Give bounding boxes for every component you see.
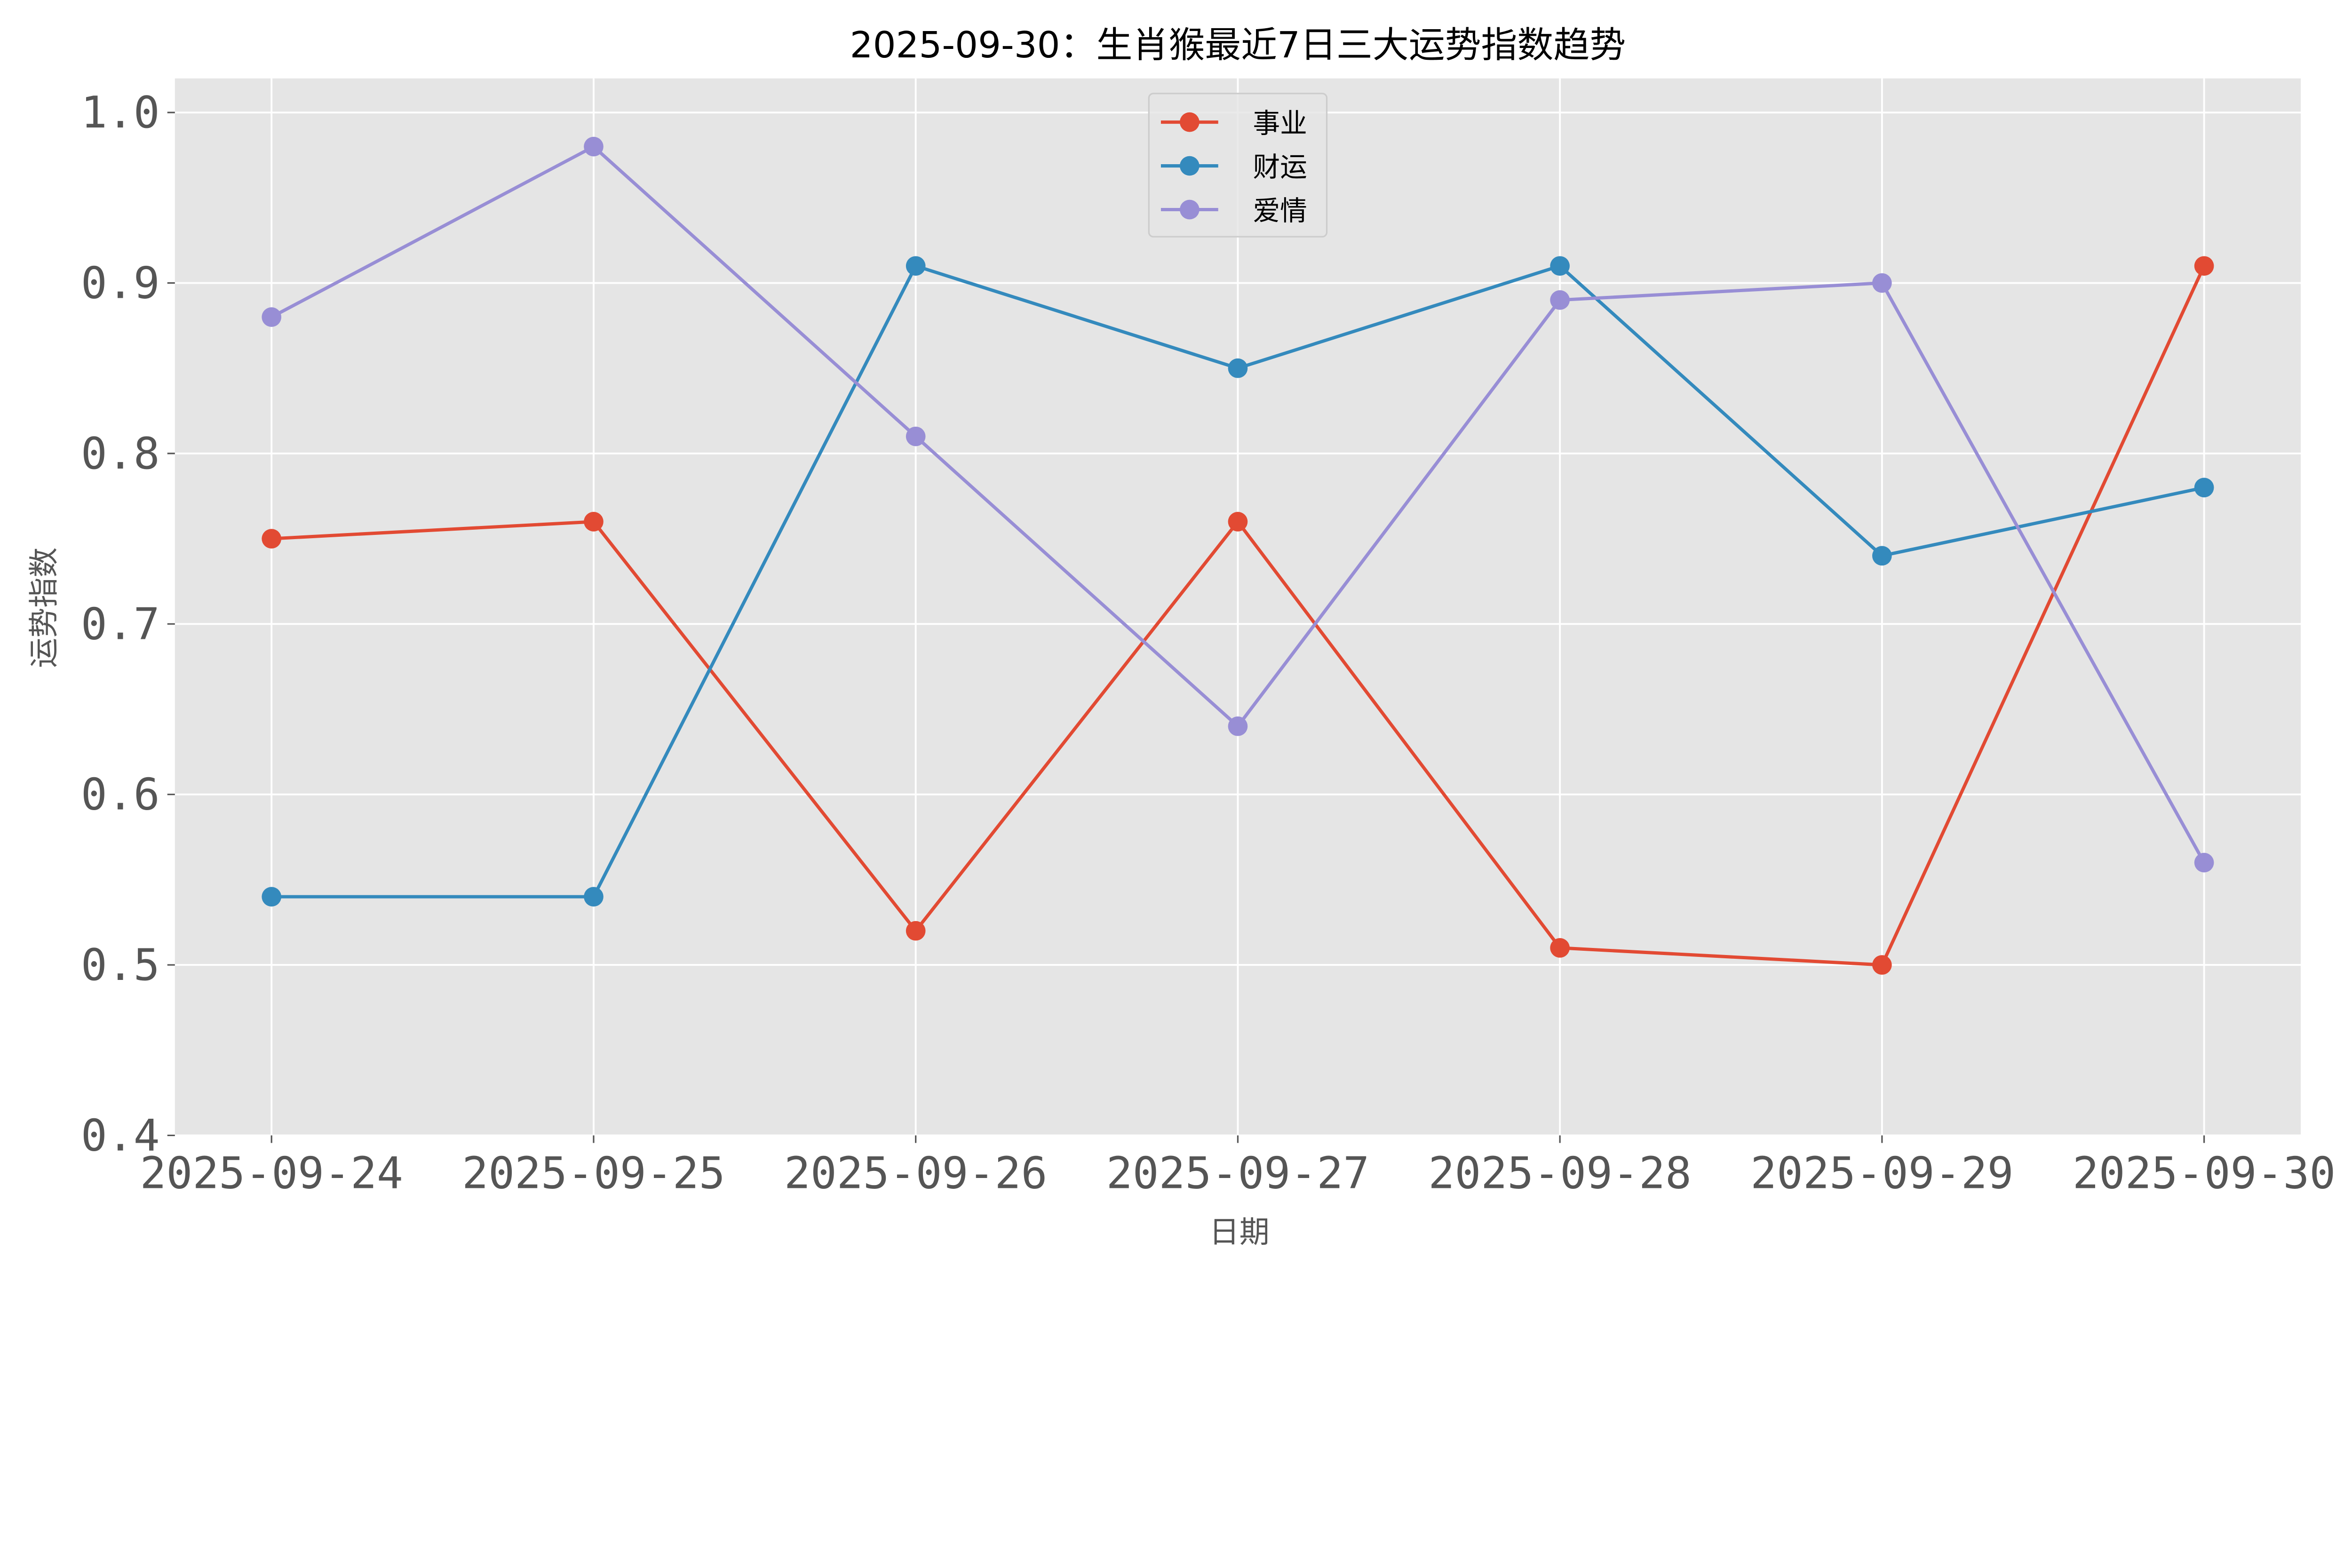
data-point: [1228, 512, 1248, 532]
x-ticks: 2025-09-24 2025-09-25 2025-09-26 2025-09-27…: [140, 1135, 2336, 1199]
chart-title: 2025-09-30：生肖猴最近7日三大运势指数趋势: [850, 24, 1626, 66]
data-point: [1550, 256, 1570, 276]
data-point: [1550, 290, 1570, 310]
data-point: [906, 256, 926, 276]
data-point: [906, 426, 926, 446]
legend-marker: [1180, 156, 1200, 176]
y-tick-label: 0.7: [81, 598, 160, 649]
data-point: [584, 136, 604, 157]
data-point: [262, 887, 282, 907]
y-ticks: 0.4 0.5 0.6 0.7 0.8 0.9 1.0: [81, 87, 175, 1161]
data-point: [2194, 256, 2214, 276]
data-point: [262, 307, 282, 327]
x-tick-label: 2025-09-28: [1428, 1148, 1692, 1199]
x-axis-label: 日期: [1209, 1215, 1270, 1250]
x-tick-label: 2025-09-25: [462, 1148, 725, 1199]
y-tick-label: 0.6: [81, 769, 160, 820]
data-point: [1228, 716, 1248, 736]
series-2: [262, 256, 2214, 907]
data-point: [584, 887, 604, 907]
y-tick-label: 0.5: [81, 939, 160, 990]
x-tick-label: 2025-09-27: [1106, 1148, 1370, 1199]
y-tick-label: 0.8: [81, 428, 160, 479]
y-axis-label: 运势指数: [27, 547, 62, 668]
data-point: [906, 921, 926, 941]
x-tick-label: 2025-09-29: [1750, 1148, 2014, 1199]
data-point: [2194, 478, 2214, 498]
line-chart: 0.40.50.60.70.80.91.0 2025-09-24 2025-09-…: [27, 24, 2336, 1250]
x-tick-label: 2025-09-24: [140, 1148, 403, 1199]
legend-label: 爱情: [1253, 195, 1307, 227]
data-point: [1872, 546, 1892, 566]
data-point: [262, 529, 282, 549]
data-point: [2194, 852, 2214, 873]
series-lines: [262, 136, 2214, 975]
data-point: [1872, 955, 1892, 975]
x-tick-label: 2025-09-26: [784, 1148, 1048, 1199]
data-point: [584, 512, 604, 532]
series-3: [262, 136, 2214, 873]
grid: [175, 78, 2301, 1137]
legend-label: 事业: [1253, 107, 1307, 139]
data-point: [1228, 358, 1248, 378]
legend-marker: [1180, 112, 1200, 132]
legend-marker: [1180, 199, 1200, 220]
x-tick-label: 2025-09-30: [2073, 1148, 2336, 1199]
legend-label: 财运: [1253, 151, 1307, 183]
series-1: [262, 256, 2214, 975]
y-tick-label: 1.0: [81, 87, 160, 138]
data-point: [1550, 938, 1570, 958]
data-point: [1872, 273, 1892, 293]
y-tick-label: 0.9: [81, 258, 160, 309]
y-tick-label: 0.4: [81, 1110, 160, 1161]
